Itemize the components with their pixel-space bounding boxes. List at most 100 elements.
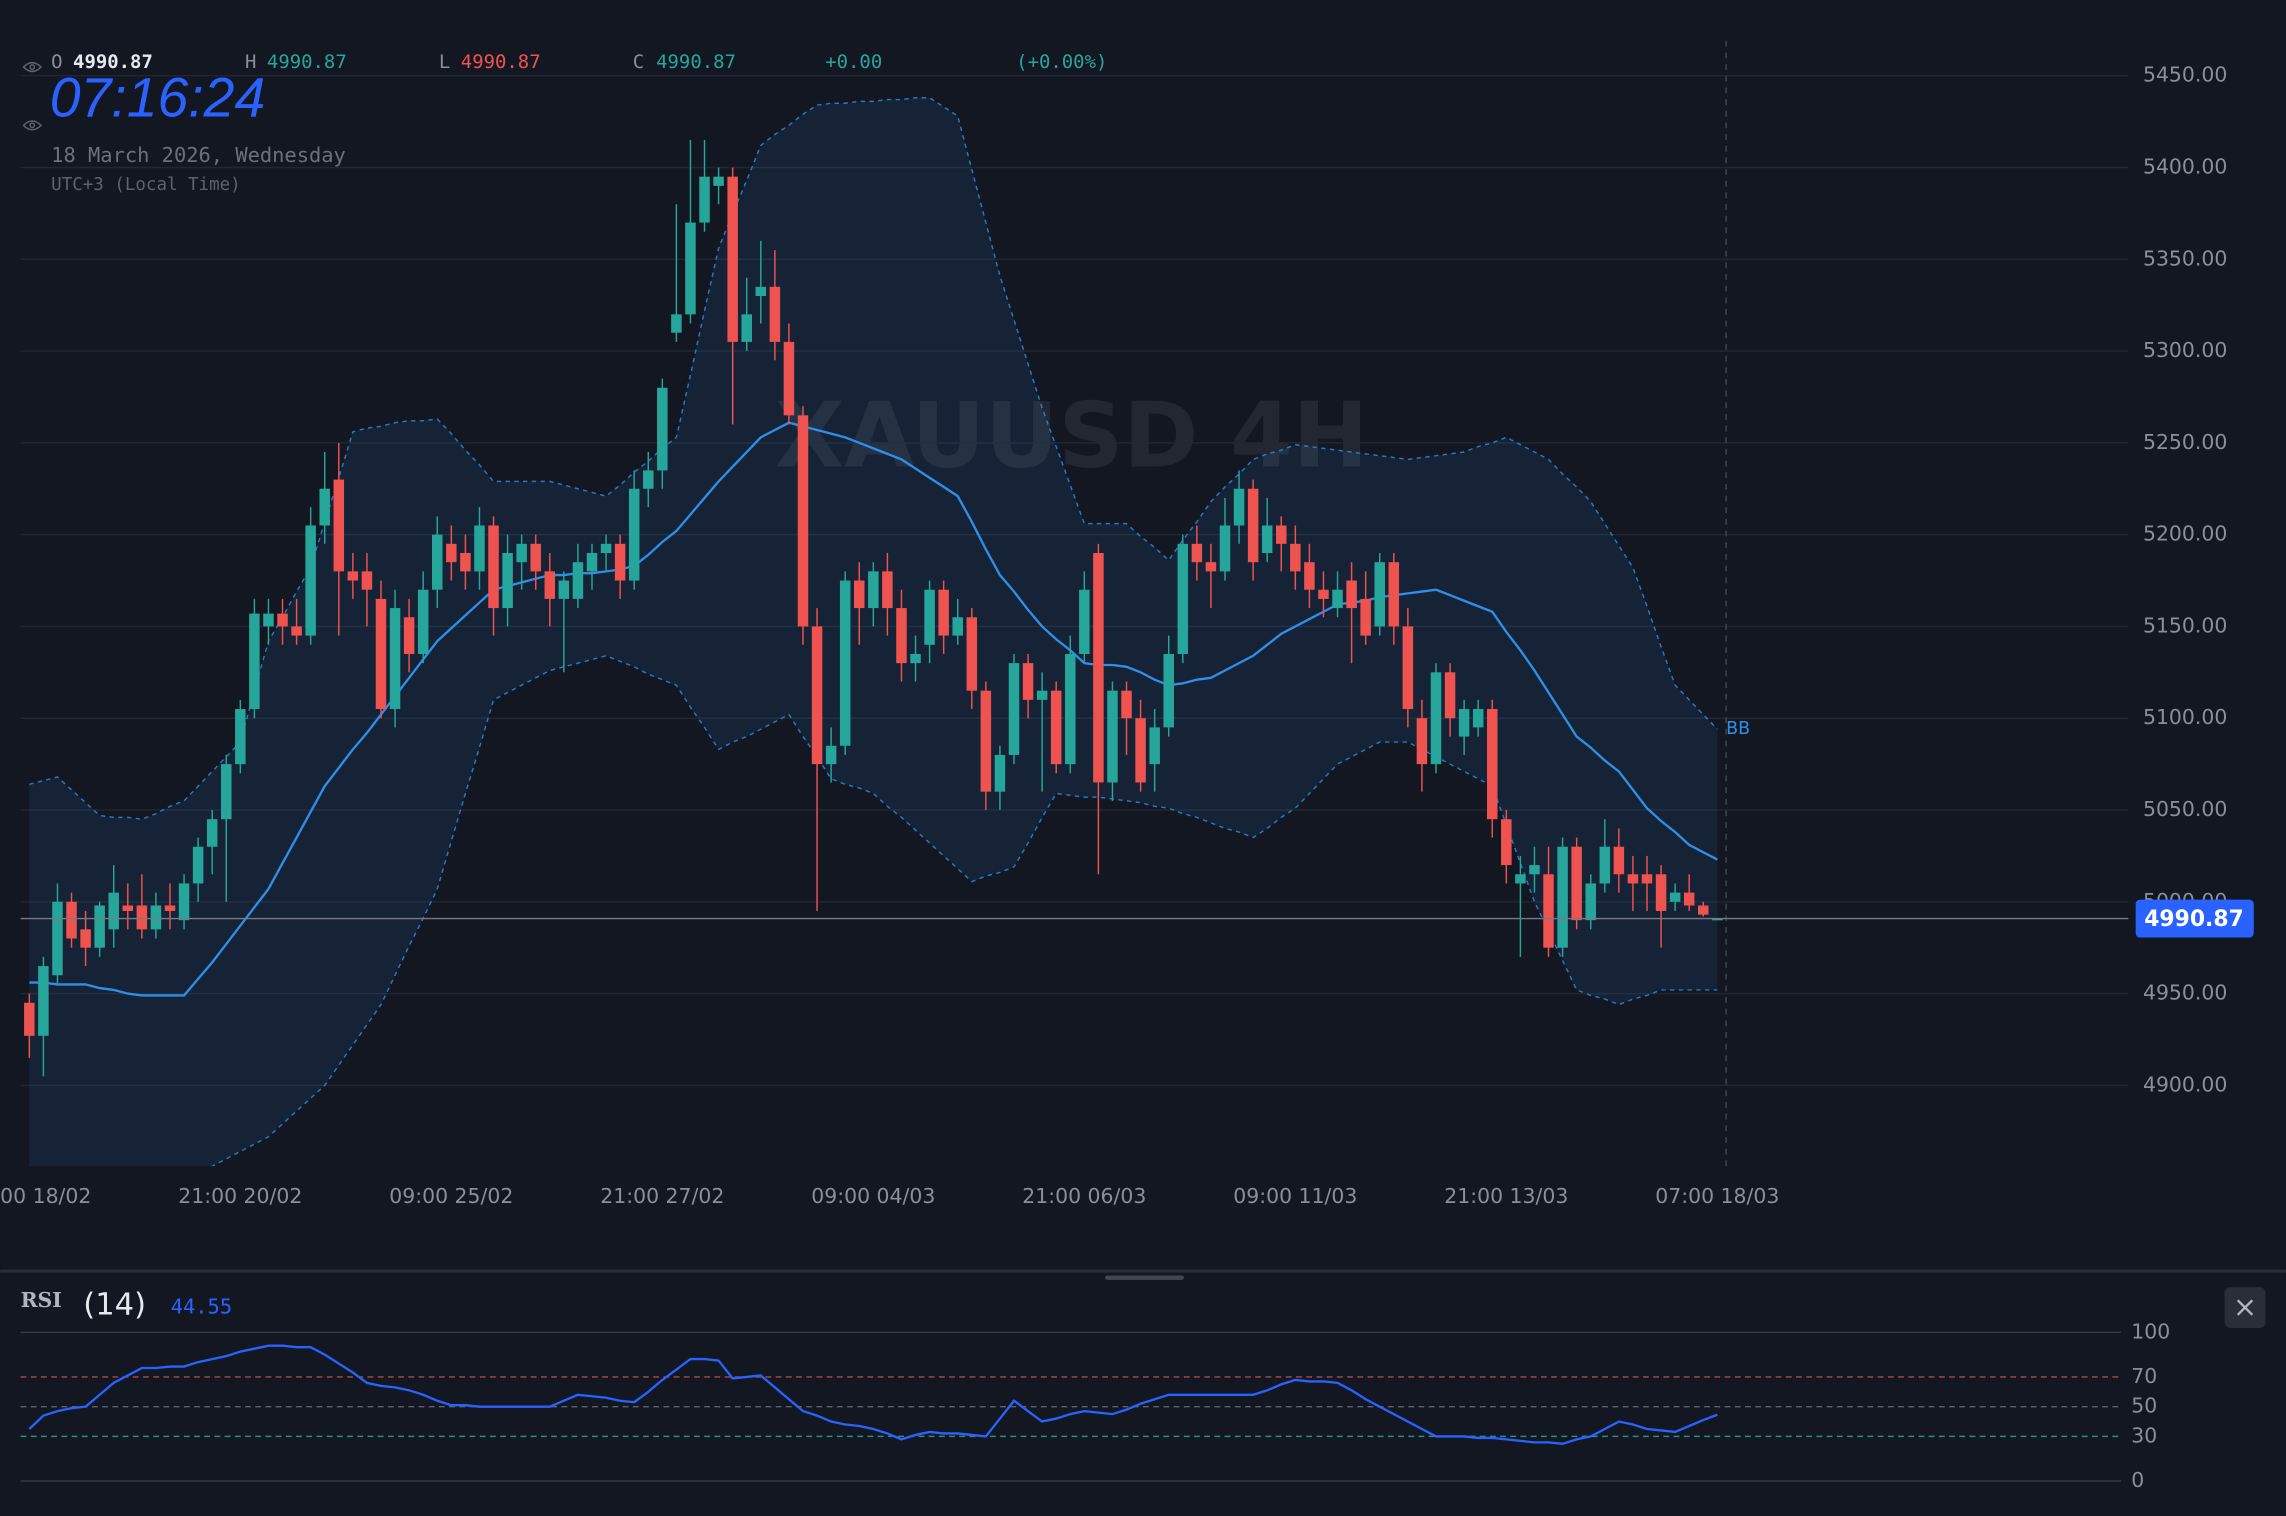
band-middle bbox=[29, 421, 1718, 997]
y-tick-label: 5150.00 bbox=[2143, 613, 2227, 637]
ohlc-label: O bbox=[51, 51, 62, 73]
candle-body bbox=[952, 617, 963, 636]
candle-body bbox=[206, 819, 218, 847]
band-fill bbox=[29, 97, 1718, 1167]
candle-body bbox=[825, 745, 837, 765]
timezone: UTC+3 (Local Time) bbox=[51, 175, 240, 195]
close-icon[interactable] bbox=[2236, 1299, 2254, 1316]
candle-body bbox=[938, 589, 949, 636]
candle-body bbox=[1149, 727, 1160, 765]
watermark: XAUUSD 4H bbox=[775, 384, 1369, 489]
candle-body bbox=[1669, 892, 1681, 902]
candle-body bbox=[502, 553, 513, 609]
change-percent: (+0.00%) bbox=[1016, 51, 1107, 73]
candle-body bbox=[319, 488, 330, 526]
candle-body bbox=[305, 525, 316, 636]
candle-body bbox=[1036, 690, 1048, 700]
eye-icon bbox=[22, 61, 43, 131]
candle-body bbox=[530, 543, 541, 572]
candle-body bbox=[1515, 874, 1526, 884]
candle-body bbox=[1487, 709, 1498, 820]
ohlc-value: 4990.87 bbox=[461, 51, 541, 73]
candle-body bbox=[1346, 580, 1357, 609]
candle-body bbox=[1360, 598, 1371, 636]
candle-body bbox=[1191, 543, 1203, 563]
pane-resize-handle[interactable] bbox=[1105, 1275, 1184, 1280]
band-label: BB bbox=[1726, 719, 1750, 739]
candle-body bbox=[882, 571, 893, 609]
candle-body bbox=[1304, 562, 1315, 590]
candle-body bbox=[1416, 718, 1428, 765]
candle-body bbox=[136, 905, 148, 930]
candle-body bbox=[896, 608, 907, 664]
candle-body bbox=[980, 690, 992, 792]
band-upper bbox=[29, 96, 1718, 820]
rsi-tick-label: 0 bbox=[2131, 1468, 2144, 1492]
candle-body bbox=[460, 553, 471, 572]
candle-body bbox=[600, 543, 612, 554]
candle-body bbox=[727, 176, 738, 342]
candle-body bbox=[1529, 865, 1540, 875]
candle-body bbox=[249, 613, 260, 710]
candle-body bbox=[1022, 663, 1034, 700]
y-tick-label: 5050.00 bbox=[2143, 797, 2227, 821]
candle-body bbox=[291, 626, 302, 636]
watermark-layer: XAUUSD 4H bbox=[775, 384, 1369, 489]
candle-body bbox=[1374, 562, 1385, 627]
close-button[interactable] bbox=[2224, 1287, 2266, 1328]
candle-body bbox=[544, 571, 556, 599]
candle-body bbox=[122, 905, 134, 911]
candle-body bbox=[685, 222, 696, 315]
candle-body bbox=[1585, 883, 1596, 921]
y-tick-label: 5100.00 bbox=[2143, 705, 2227, 729]
candle-body bbox=[66, 901, 77, 939]
y-tick-label: 5250.00 bbox=[2143, 430, 2227, 454]
clock: 07:16:24 bbox=[50, 67, 266, 129]
candle-body bbox=[164, 905, 176, 911]
candle-body bbox=[811, 626, 823, 765]
candle-body bbox=[713, 176, 724, 186]
candle-body bbox=[1050, 690, 1062, 765]
rsi-period: (14) bbox=[83, 1288, 146, 1323]
candle-body bbox=[924, 589, 935, 645]
candle-body bbox=[1402, 626, 1414, 710]
x-tick-label: 21:00 13/03 bbox=[1444, 1184, 1568, 1208]
candle-body bbox=[1712, 918, 1723, 921]
candle-body bbox=[1107, 690, 1118, 783]
y-tick-label: 5450.00 bbox=[2143, 63, 2227, 87]
candle-body bbox=[389, 608, 401, 710]
x-tick-label: 09:00 04/03 bbox=[811, 1184, 935, 1208]
candle-body bbox=[150, 905, 162, 930]
candle-body bbox=[1698, 905, 1709, 915]
candle-body bbox=[108, 892, 119, 930]
candle-body bbox=[1177, 543, 1189, 654]
y-tick-label: 5200.00 bbox=[2143, 522, 2227, 546]
y-tick-label: 4950.00 bbox=[2143, 981, 2227, 1005]
candle-body bbox=[347, 571, 359, 581]
rsi-value: 44.55 bbox=[171, 1295, 232, 1319]
candle-body bbox=[1135, 718, 1146, 783]
y-tick-label: 5400.00 bbox=[2143, 154, 2227, 178]
candle-body bbox=[1543, 874, 1554, 948]
candle-body bbox=[614, 543, 626, 581]
last-price-marker bbox=[2135, 899, 2254, 938]
rsi-tick-label: 70 bbox=[2131, 1364, 2157, 1388]
candle-body bbox=[263, 613, 274, 627]
candle-body bbox=[1121, 690, 1132, 719]
candle-body bbox=[1458, 709, 1470, 737]
rsi-panel: RSI (14) 44.55 0 30 50 70 100 bbox=[20, 1288, 2170, 1492]
candle-body bbox=[1163, 653, 1174, 728]
rsi-line bbox=[28, 1344, 1718, 1446]
x-tick-label: 21:00 20/02 bbox=[178, 1184, 302, 1208]
candle-body bbox=[178, 883, 190, 921]
x-tick-label: 00 18/02 bbox=[0, 1184, 91, 1208]
candle-body bbox=[333, 479, 345, 572]
candle-body bbox=[994, 754, 1006, 792]
x-tick-label: 07:00 18/03 bbox=[1655, 1184, 1779, 1208]
rsi-tick-label: 30 bbox=[2131, 1423, 2157, 1447]
candle-body bbox=[1599, 846, 1611, 884]
candle-body bbox=[1065, 653, 1076, 765]
candle-body bbox=[1008, 663, 1020, 755]
